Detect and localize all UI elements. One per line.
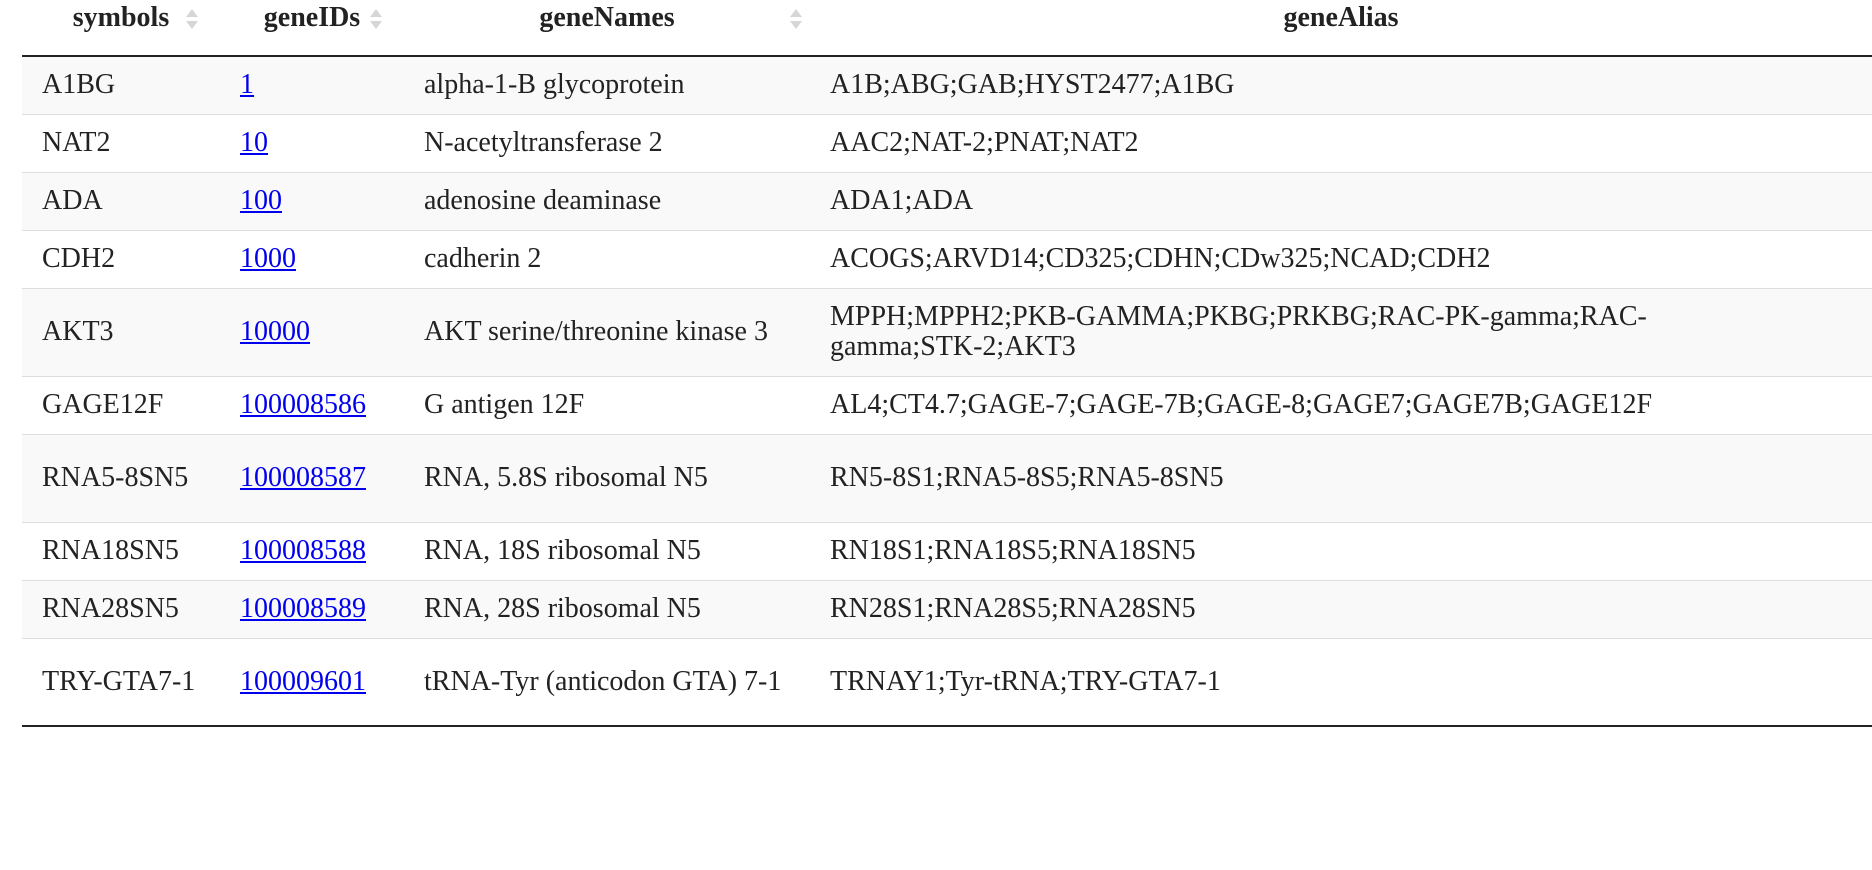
geneid-link[interactable]: 1000 — [240, 243, 296, 274]
cell-genename: AKT serine/threonine kinase 3 — [404, 287, 810, 376]
cell-genename: adenosine deaminase — [404, 171, 810, 230]
geneid-link[interactable]: 100008587 — [240, 462, 366, 493]
table-row: RNA18SN5 100008588 RNA, 18S ribosomal N5… — [22, 521, 1872, 580]
table-row: NAT2 10 N-acetyltransferase 2 AAC2;NAT-2… — [22, 113, 1872, 172]
cell-genealias: MPPH;MPPH2;PKB-GAMMA;PKBG;PRKBG;RAC-PK-g… — [810, 287, 1872, 376]
header-genealias: geneAlias — [810, 0, 1872, 57]
header-label: geneNames — [539, 2, 675, 33]
gene-table-container: symbols geneIDs geneNames geneAlias A1BG — [22, 0, 1872, 727]
table-row: AKT3 10000 AKT serine/threonine kinase 3… — [22, 287, 1872, 376]
geneid-link[interactable]: 10 — [240, 127, 268, 158]
header-genenames[interactable]: geneNames — [404, 0, 810, 57]
table-row: ADA 100 adenosine deaminase ADA1;ADA — [22, 171, 1872, 230]
cell-geneid: 10 — [220, 113, 404, 172]
geneid-link[interactable]: 1 — [240, 69, 254, 101]
cell-genealias: AL4;CT4.7;GAGE-7;GAGE-7B;GAGE-8;GAGE7;GA… — [810, 375, 1872, 434]
cell-symbol: RNA18SN5 — [22, 521, 220, 580]
cell-genealias: TRNAY1;Tyr-tRNA;TRY-GTA7-1 — [810, 637, 1872, 727]
cell-genealias: RN18S1;RNA18S5;RNA18SN5 — [810, 521, 1872, 580]
sort-arrows-icon[interactable] — [368, 6, 382, 34]
cell-symbol: TRY-GTA7-1 — [22, 637, 220, 727]
cell-symbol: ADA — [22, 171, 220, 230]
cell-symbol: RNA28SN5 — [22, 579, 220, 638]
cell-geneid: 100008587 — [220, 433, 404, 522]
geneid-link[interactable]: 100008589 — [240, 593, 366, 624]
header-geneids[interactable]: geneIDs — [220, 0, 404, 57]
cell-geneid: 1 — [220, 56, 404, 114]
header-label: geneAlias — [1283, 2, 1399, 33]
table-row: CDH2 1000 cadherin 2 ACOGS;ARVD14;CD325;… — [22, 229, 1872, 288]
header-label: symbols — [72, 2, 170, 33]
geneid-link[interactable]: 100008588 — [240, 535, 366, 566]
table-row: RNA28SN5 100008589 RNA, 28S ribosomal N5… — [22, 579, 1872, 638]
table-row: RNA5-8SN5 100008587 RNA, 5.8S ribosomal … — [22, 433, 1872, 522]
cell-geneid: 1000 — [220, 229, 404, 288]
cell-genename: RNA, 5.8S ribosomal N5 — [404, 433, 810, 522]
table-body: A1BG 1 alpha-1-B glycoprotein A1B;ABG;GA… — [22, 56, 1872, 727]
cell-genename: alpha-1-B glycoprotein — [404, 56, 810, 114]
cell-symbol: GAGE12F — [22, 375, 220, 434]
cell-symbol: AKT3 — [22, 287, 220, 376]
cell-geneid: 100009601 — [220, 637, 404, 727]
cell-genename: RNA, 28S ribosomal N5 — [404, 579, 810, 638]
table-row: A1BG 1 alpha-1-B glycoprotein A1B;ABG;GA… — [22, 56, 1872, 114]
cell-genealias: AAC2;NAT-2;PNAT;NAT2 — [810, 113, 1872, 172]
header-label: geneIDs — [263, 2, 361, 33]
cell-genename: RNA, 18S ribosomal N5 — [404, 521, 810, 580]
cell-geneid: 100008586 — [220, 375, 404, 434]
cell-genename: G antigen 12F — [404, 375, 810, 434]
table-header: symbols geneIDs geneNames geneAlias — [22, 0, 1872, 57]
cell-symbol: A1BG — [22, 56, 220, 114]
cell-geneid: 100008588 — [220, 521, 404, 580]
cell-genename: N-acetyltransferase 2 — [404, 113, 810, 172]
header-row: symbols geneIDs geneNames geneAlias — [22, 0, 1872, 57]
cell-geneid: 10000 — [220, 287, 404, 376]
sort-arrows-icon[interactable] — [788, 6, 802, 34]
geneid-link[interactable]: 100 — [240, 185, 282, 216]
header-symbols[interactable]: symbols — [22, 0, 220, 57]
table-row: TRY-GTA7-1 100009601 tRNA-Tyr (anticodon… — [22, 637, 1872, 727]
cell-genealias: RN28S1;RNA28S5;RNA28SN5 — [810, 579, 1872, 638]
cell-genename: cadherin 2 — [404, 229, 810, 288]
cell-genealias: ADA1;ADA — [810, 171, 1872, 230]
cell-genealias: A1B;ABG;GAB;HYST2477;A1BG — [810, 56, 1872, 114]
cell-genealias: ACOGS;ARVD14;CD325;CDHN;CDw325;NCAD;CDH2 — [810, 229, 1872, 288]
table-row: GAGE12F 100008586 G antigen 12F AL4;CT4.… — [22, 375, 1872, 434]
cell-genename: tRNA-Tyr (anticodon GTA) 7-1 — [404, 637, 810, 727]
geneid-link[interactable]: 10000 — [240, 316, 310, 347]
geneid-link[interactable]: 100009601 — [240, 665, 366, 697]
cell-geneid: 100008589 — [220, 579, 404, 638]
cell-symbol: NAT2 — [22, 113, 220, 172]
geneid-link[interactable]: 100008586 — [240, 389, 366, 420]
cell-geneid: 100 — [220, 171, 404, 230]
cell-symbol: RNA5-8SN5 — [22, 433, 220, 522]
cell-genealias: RN5-8S1;RNA5-8S5;RNA5-8SN5 — [810, 433, 1872, 522]
gene-table: symbols geneIDs geneNames geneAlias A1BG — [22, 0, 1872, 727]
sort-arrows-icon[interactable] — [184, 6, 198, 34]
cell-symbol: CDH2 — [22, 229, 220, 288]
